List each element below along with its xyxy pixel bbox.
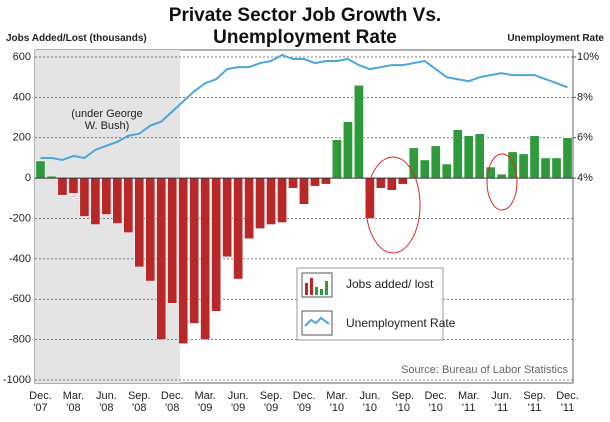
bar — [277, 177, 287, 223]
x-tick-label: Mar. '10 — [326, 390, 348, 414]
x-tick-label: Jun. '10 — [359, 390, 381, 414]
bar — [167, 177, 178, 304]
x-tick-label: Mar. '09 — [194, 390, 216, 414]
x-tick-label: Mar. '11 — [457, 390, 480, 414]
x-tick-label: Sep. '11 — [523, 390, 546, 414]
bar — [101, 177, 112, 215]
bar — [123, 177, 134, 233]
bar — [397, 177, 408, 185]
bar — [529, 135, 540, 179]
x-tick-label: Jun. '09 — [227, 390, 249, 414]
legend-label: Unemployment Rate — [346, 316, 456, 330]
bar — [145, 177, 156, 282]
x-tick-label: Dec. '07 — [29, 390, 52, 414]
bar — [156, 177, 167, 340]
y-tick-label: -1000 — [3, 374, 31, 386]
bar — [343, 121, 353, 179]
y-tick-label: -800 — [9, 334, 31, 346]
bar — [386, 177, 397, 191]
bar — [266, 177, 276, 225]
y-tick-label: 200 — [13, 132, 31, 144]
source-note: Source: Bureau of Labor Statistics — [401, 364, 568, 376]
bar — [233, 177, 243, 280]
legend-line-icon — [301, 310, 333, 336]
bar — [452, 129, 463, 179]
y-tick-label: -400 — [9, 253, 31, 265]
bar — [441, 163, 452, 179]
highlight-circle — [486, 153, 518, 211]
x-tick-label: Dec. '10 — [424, 390, 448, 414]
x-tick-label: Dec. '08 — [160, 390, 184, 414]
legend-label: Jobs added/ lost — [346, 277, 434, 291]
bar — [419, 159, 430, 179]
bar — [518, 153, 529, 179]
unemployment-line — [40, 53, 568, 161]
shaded-period — [35, 50, 180, 383]
bar — [463, 135, 474, 179]
bar — [112, 177, 123, 224]
bar — [35, 160, 46, 179]
bar — [178, 177, 189, 344]
highlight-circle — [365, 156, 421, 254]
bar — [79, 177, 90, 217]
bar — [332, 139, 342, 179]
bar — [68, 177, 79, 194]
x-tick-label: Sep. '08 — [127, 390, 151, 414]
y2-tick-label: 4% — [577, 172, 593, 184]
bar — [288, 177, 298, 189]
bar — [540, 157, 551, 179]
bar — [375, 177, 386, 189]
bar — [211, 177, 222, 312]
y-tick-label: 400 — [13, 91, 31, 103]
bar — [562, 137, 573, 179]
bar — [255, 177, 265, 229]
annotation: (under George W. Bush) — [71, 108, 143, 132]
bar — [310, 177, 320, 187]
y-axis-title: Jobs Added/Lost (thousands) — [6, 33, 147, 44]
legend-bar-icon — [301, 272, 333, 298]
bar — [200, 177, 211, 340]
x-tick-label: Dec. '09 — [292, 390, 316, 414]
bar — [134, 177, 145, 268]
x-tick-label: Sep. '09 — [259, 390, 283, 414]
plot-area — [35, 53, 573, 381]
x-tick-label: Mar. '08 — [62, 390, 85, 414]
bar — [222, 177, 233, 258]
bar — [430, 145, 441, 179]
bar — [321, 177, 331, 185]
y-tick-label: -200 — [9, 212, 31, 224]
bar — [507, 151, 518, 179]
y2-tick-label: 10% — [577, 51, 599, 63]
y2-tick-label: 8% — [577, 91, 593, 103]
x-tick-label: Jun. '08 — [95, 390, 117, 414]
x-tick-label: Jun. '11 — [491, 390, 513, 414]
bar — [354, 85, 364, 179]
bar — [299, 177, 309, 205]
y2-tick-label: 6% — [577, 132, 593, 144]
bar — [551, 157, 562, 179]
x-tick-label: Sep. '10 — [391, 390, 415, 414]
y-tick-label: 0 — [25, 172, 31, 184]
bar — [244, 177, 254, 239]
bar — [57, 177, 68, 196]
bar — [189, 177, 200, 324]
bar — [474, 133, 485, 179]
bar — [496, 173, 507, 179]
bar — [90, 177, 101, 225]
chart-title: Private Sector Job Growth Vs. Unemployme… — [168, 5, 442, 48]
y-tick-label: -600 — [9, 293, 31, 305]
y2-axis-title: Unemployment Rate — [507, 33, 604, 44]
x-tick-label: Dec. '11 — [556, 390, 579, 414]
y-tick-label: 600 — [13, 51, 31, 63]
